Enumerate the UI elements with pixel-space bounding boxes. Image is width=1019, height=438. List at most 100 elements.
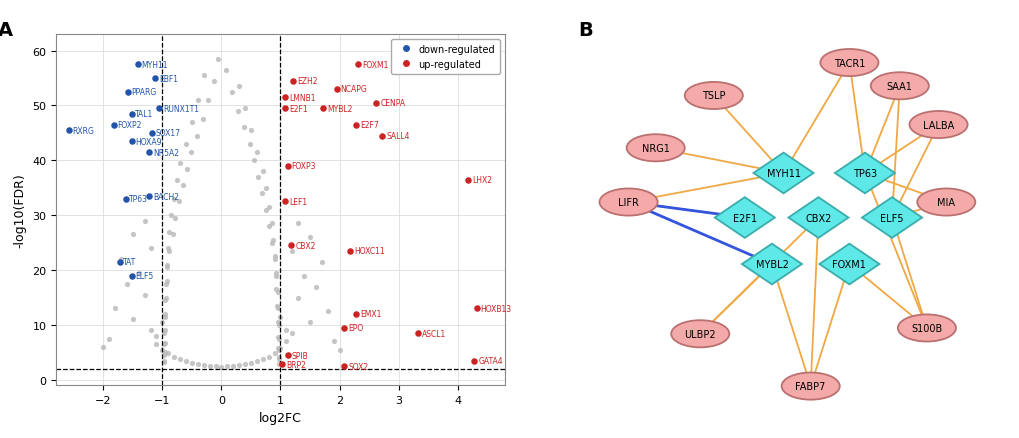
Point bbox=[148, 333, 164, 340]
Point bbox=[253, 190, 269, 197]
Point bbox=[113, 256, 129, 263]
Point bbox=[190, 97, 206, 104]
Point bbox=[143, 245, 159, 252]
Point bbox=[160, 350, 176, 357]
Point bbox=[279, 352, 296, 359]
Point bbox=[107, 305, 123, 312]
Point bbox=[137, 218, 153, 225]
Text: NR5A2: NR5A2 bbox=[153, 148, 178, 157]
Point bbox=[157, 339, 173, 346]
Point bbox=[129, 62, 146, 69]
Point bbox=[224, 89, 240, 96]
Point bbox=[157, 314, 173, 321]
Text: LHX2: LHX2 bbox=[472, 176, 492, 185]
Text: PPARG: PPARG bbox=[131, 88, 157, 97]
Point bbox=[161, 248, 177, 255]
Point bbox=[266, 253, 282, 260]
Text: HOXB13: HOXB13 bbox=[480, 304, 512, 313]
Point bbox=[189, 133, 205, 140]
Point bbox=[163, 212, 179, 219]
Point bbox=[123, 111, 140, 118]
Point bbox=[130, 270, 147, 277]
Point bbox=[166, 353, 182, 360]
Point bbox=[319, 308, 335, 315]
Text: GATA4: GATA4 bbox=[478, 356, 502, 365]
Text: EZH2: EZH2 bbox=[298, 77, 318, 86]
Point bbox=[235, 124, 252, 131]
Point bbox=[271, 346, 287, 353]
Point bbox=[156, 357, 172, 364]
Text: CBX2: CBX2 bbox=[294, 241, 315, 251]
Text: TP63: TP63 bbox=[129, 195, 148, 204]
Point bbox=[117, 196, 133, 203]
Point bbox=[270, 305, 286, 312]
Point bbox=[196, 73, 212, 80]
Point bbox=[165, 231, 181, 238]
Point bbox=[158, 278, 174, 285]
Point bbox=[250, 174, 266, 181]
Point bbox=[272, 345, 288, 352]
Text: E2F1: E2F1 bbox=[289, 104, 308, 113]
Text: RXRG: RXRG bbox=[72, 126, 95, 135]
Point bbox=[230, 362, 247, 369]
Point bbox=[278, 338, 294, 345]
Point bbox=[219, 363, 235, 370]
Text: BACH2: BACH2 bbox=[153, 192, 178, 201]
Text: ULBP2: ULBP2 bbox=[684, 329, 715, 339]
Point bbox=[158, 294, 174, 301]
Point bbox=[374, 133, 390, 140]
Point bbox=[270, 360, 286, 367]
Point bbox=[155, 359, 171, 366]
Point bbox=[260, 204, 276, 211]
X-axis label: log2FC: log2FC bbox=[259, 411, 302, 424]
Ellipse shape bbox=[671, 321, 729, 347]
Text: HOXA9: HOXA9 bbox=[136, 137, 162, 146]
Point bbox=[156, 341, 172, 348]
Point bbox=[258, 185, 274, 192]
Point bbox=[468, 305, 484, 312]
Point bbox=[409, 330, 425, 337]
Point bbox=[229, 108, 246, 115]
Point bbox=[143, 327, 159, 334]
Point bbox=[61, 127, 77, 134]
Ellipse shape bbox=[909, 112, 967, 139]
Text: SOX2: SOX2 bbox=[348, 362, 368, 371]
Point bbox=[315, 106, 331, 113]
Point bbox=[210, 56, 226, 63]
Point bbox=[141, 149, 157, 156]
Point bbox=[148, 341, 164, 348]
Point bbox=[159, 261, 175, 268]
Point bbox=[284, 248, 301, 255]
Point bbox=[166, 196, 182, 203]
Point bbox=[195, 117, 211, 124]
Text: LMNB1: LMNB1 bbox=[289, 93, 316, 102]
Point bbox=[161, 229, 177, 236]
Point bbox=[147, 75, 163, 82]
Text: NRG1: NRG1 bbox=[641, 144, 669, 153]
Polygon shape bbox=[788, 198, 848, 238]
Point bbox=[123, 138, 140, 145]
Point bbox=[263, 240, 279, 247]
Point bbox=[202, 362, 218, 369]
Point bbox=[218, 67, 234, 74]
Ellipse shape bbox=[684, 83, 742, 110]
Point bbox=[160, 245, 176, 252]
Point bbox=[269, 334, 285, 341]
Point bbox=[460, 177, 476, 184]
Point bbox=[177, 141, 194, 148]
Point bbox=[272, 314, 288, 321]
Point bbox=[174, 182, 191, 189]
Point bbox=[466, 357, 482, 364]
Point bbox=[284, 330, 301, 337]
Text: FOXP3: FOXP3 bbox=[291, 162, 316, 171]
Point bbox=[179, 166, 196, 173]
Text: FOXP2: FOXP2 bbox=[117, 121, 142, 130]
Point bbox=[158, 281, 174, 288]
Point bbox=[314, 259, 330, 266]
Text: LEF1: LEF1 bbox=[289, 198, 307, 207]
Text: S100B: S100B bbox=[910, 323, 942, 333]
Text: ELF5: ELF5 bbox=[879, 213, 903, 223]
Point bbox=[120, 89, 137, 96]
Point bbox=[246, 158, 262, 165]
Point bbox=[289, 220, 306, 227]
